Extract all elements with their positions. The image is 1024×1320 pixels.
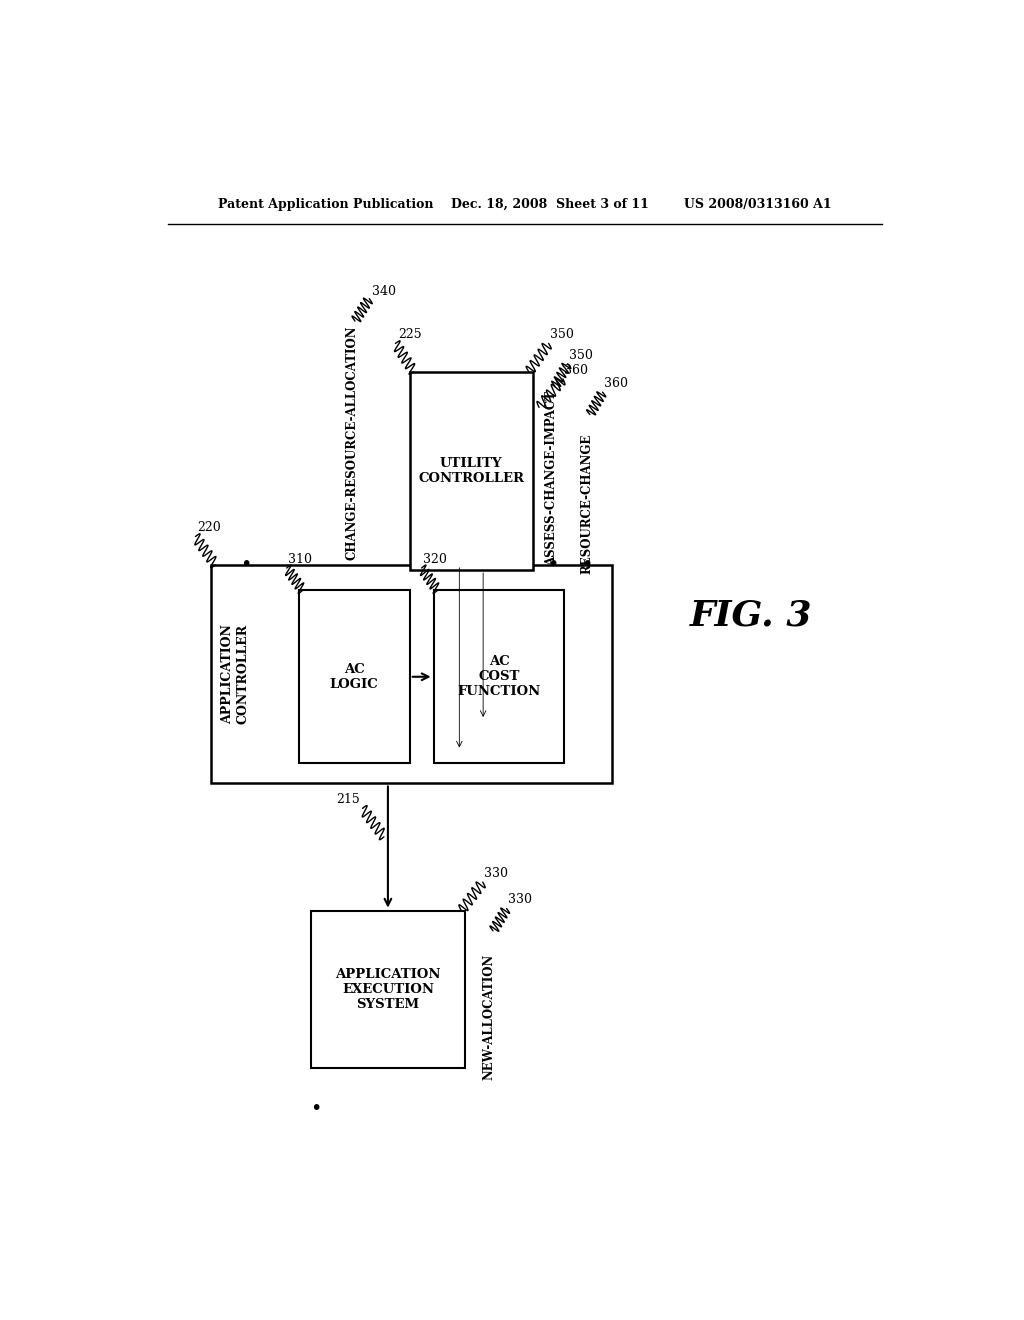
Text: UTILITY
CONTROLLER: UTILITY CONTROLLER xyxy=(418,457,524,484)
Text: 350: 350 xyxy=(550,329,574,342)
Text: 215: 215 xyxy=(336,793,360,807)
Text: APPLICATION
EXECUTION
SYSTEM: APPLICATION EXECUTION SYSTEM xyxy=(335,968,440,1011)
Text: NEW-ALLOCATION: NEW-ALLOCATION xyxy=(482,954,496,1080)
Text: 220: 220 xyxy=(197,521,221,535)
Text: AC
LOGIC: AC LOGIC xyxy=(330,663,379,690)
Bar xyxy=(433,590,564,763)
Bar xyxy=(211,565,612,784)
Bar xyxy=(410,372,532,570)
Text: RESOURCE-CHANGE: RESOURCE-CHANGE xyxy=(581,434,593,574)
Text: 360: 360 xyxy=(564,364,589,378)
Bar xyxy=(310,911,465,1068)
Text: 310: 310 xyxy=(289,553,312,566)
Text: APPLICATION
CONTROLLER: APPLICATION CONTROLLER xyxy=(221,624,249,725)
Text: Patent Application Publication    Dec. 18, 2008  Sheet 3 of 11        US 2008/03: Patent Application Publication Dec. 18, … xyxy=(218,198,831,211)
Text: 340: 340 xyxy=(372,285,395,297)
Text: •: • xyxy=(240,556,251,574)
Text: 225: 225 xyxy=(397,329,422,342)
Bar xyxy=(299,590,410,763)
Text: FIG. 3: FIG. 3 xyxy=(690,599,812,632)
Text: 360: 360 xyxy=(604,378,628,391)
Text: ASSESS-CHANGE-IMPACT: ASSESS-CHANGE-IMPACT xyxy=(546,391,558,566)
Text: AC
COST
FUNCTION: AC COST FUNCTION xyxy=(458,655,541,698)
Text: •: • xyxy=(581,556,593,574)
Text: 320: 320 xyxy=(423,553,447,566)
Text: CHANGE-RESOURCE-ALLOCATION: CHANGE-RESOURCE-ALLOCATION xyxy=(345,326,358,560)
Text: 350: 350 xyxy=(569,348,593,362)
Text: •: • xyxy=(310,1100,322,1118)
Text: •: • xyxy=(547,556,558,574)
Text: 330: 330 xyxy=(484,867,508,880)
Text: 330: 330 xyxy=(508,894,532,907)
